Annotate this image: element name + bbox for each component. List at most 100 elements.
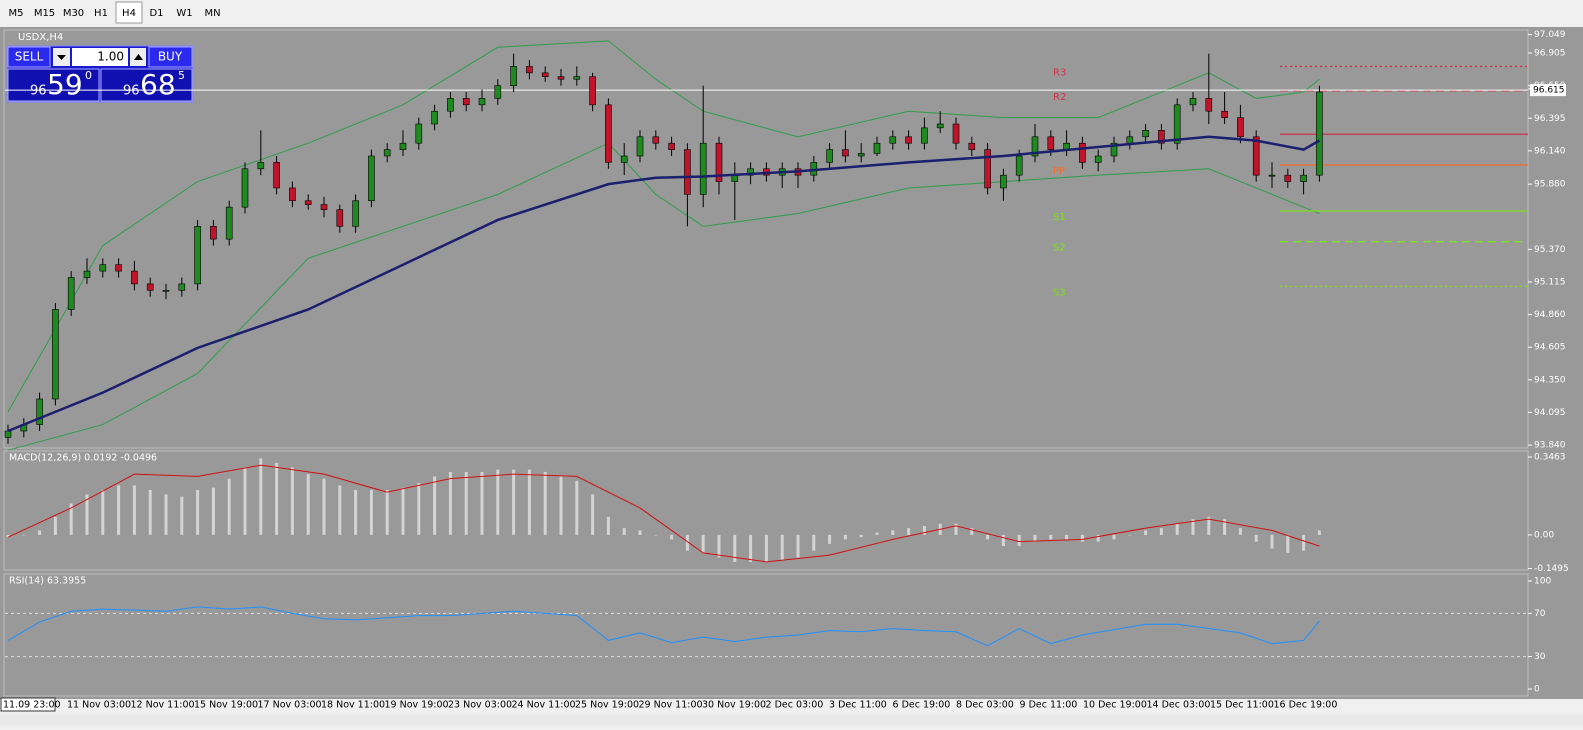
bid-small: 0 <box>85 69 92 82</box>
candle-body <box>225 206 233 240</box>
timeframe-label[interactable]: W1 <box>176 8 192 19</box>
histogram-bar <box>38 530 42 535</box>
histogram-bar <box>1112 534 1116 540</box>
lots-value[interactable]: 1.00 <box>97 50 124 64</box>
candle-body <box>146 283 154 291</box>
y-tick-label: 94.605 <box>1534 343 1566 353</box>
histogram-bar <box>401 487 405 535</box>
histogram-bar <box>828 534 832 544</box>
timeframe-button[interactable] <box>60 2 87 23</box>
bid-main: 59 <box>47 68 83 101</box>
candle-body <box>1189 98 1197 106</box>
y-tick-label: 30 <box>1534 652 1546 662</box>
buy-label[interactable]: BUY <box>158 50 183 64</box>
timeframe-label[interactable]: H4 <box>122 8 136 19</box>
time-box <box>0 697 56 712</box>
time-label: 29 Nov 11:00 <box>639 700 703 711</box>
candle-body <box>368 155 375 202</box>
ask-small: 5 <box>178 69 185 82</box>
timeframe-button[interactable] <box>144 2 169 23</box>
histogram-bar <box>749 534 753 562</box>
sell-button[interactable] <box>7 46 51 68</box>
timeframe-label[interactable]: M5 <box>9 8 24 19</box>
timeframe-label[interactable]: M30 <box>63 8 84 19</box>
timeframe-label[interactable]: MN <box>204 8 220 19</box>
timeframe-button[interactable] <box>115 1 143 24</box>
candle-body <box>447 98 454 112</box>
time-label: 8 Dec 03:00 <box>956 700 1014 711</box>
candle-body <box>383 149 391 157</box>
time-label: 25 Nov 19:00 <box>575 700 639 711</box>
timeframe-button[interactable] <box>89 2 113 23</box>
timeframe-label[interactable]: M15 <box>34 8 55 19</box>
histogram-bar <box>53 516 57 535</box>
time-label: 23 Nov 03:00 <box>448 700 512 711</box>
time-label: 19 Nov 19:00 <box>385 700 449 711</box>
candle-body <box>115 264 122 272</box>
pivot-label: PP <box>1053 166 1065 177</box>
candle-body <box>1142 130 1149 138</box>
histogram-bar <box>1302 534 1306 551</box>
y-tick-label: 96.395 <box>1534 114 1566 124</box>
bid-big: 96 <box>30 84 47 99</box>
candle-body <box>4 430 12 438</box>
price-label: 96.615 <box>1533 86 1565 96</box>
timeframe-label[interactable]: H1 <box>94 8 108 19</box>
histogram-bar <box>496 469 500 535</box>
histogram-bar <box>290 467 294 535</box>
bid-box[interactable] <box>7 68 100 102</box>
candle-body <box>99 264 107 272</box>
histogram-bar <box>1254 534 1258 542</box>
candle-body <box>620 155 628 163</box>
timeframe-label[interactable]: D1 <box>149 8 163 19</box>
candle-body <box>1284 174 1292 182</box>
pivot-label: R2 <box>1053 92 1066 103</box>
candle-body <box>1015 155 1023 176</box>
histogram-bar <box>1096 534 1100 542</box>
histogram-bar <box>1033 534 1037 542</box>
candle-body <box>273 162 280 189</box>
histogram-bar <box>196 489 200 535</box>
candle-body <box>352 200 359 227</box>
candle-body <box>952 123 960 144</box>
candle-body <box>1316 91 1323 176</box>
histogram-bar <box>338 485 342 535</box>
signal-line <box>7 464 1320 563</box>
time-label: 11 Nov 03:00 <box>67 700 131 711</box>
time-label: 24 Nov 11:00 <box>512 700 576 711</box>
candle-body <box>210 226 217 240</box>
moving-average <box>7 135 1321 433</box>
candle-body <box>52 309 59 400</box>
histogram-bar <box>796 534 800 558</box>
time-label: 3 Dec 11:00 <box>829 700 887 711</box>
histogram-bar <box>780 534 784 560</box>
histogram-bar <box>1080 534 1084 542</box>
timeframe-button[interactable] <box>3 2 29 23</box>
histogram-bar <box>654 534 658 536</box>
candle-body <box>1237 117 1244 138</box>
candle-body <box>1079 142 1086 163</box>
histogram-bar <box>1191 519 1195 535</box>
timeframe-button[interactable] <box>172 2 197 23</box>
lots-input[interactable] <box>72 48 128 66</box>
time-label: 12 Nov 11:00 <box>131 700 195 711</box>
candle-body <box>1268 174 1276 177</box>
ask-box[interactable] <box>100 68 193 102</box>
histogram-bar <box>907 528 911 535</box>
pivot-label: R3 <box>1053 67 1066 78</box>
histogram-bar <box>606 516 610 535</box>
buy-button[interactable] <box>148 46 193 68</box>
candle-body <box>399 142 407 150</box>
ask-main: 68 <box>140 68 176 101</box>
histogram-bar <box>891 530 895 535</box>
candle-body <box>715 142 723 182</box>
histogram-bar <box>1159 528 1163 535</box>
y-tick-label: 93.840 <box>1534 441 1566 451</box>
y-tick-label: 97.049 <box>1534 30 1566 40</box>
pivot-label: S2 <box>1053 243 1066 254</box>
sell-label[interactable]: SELL <box>15 50 44 64</box>
histogram-bar <box>101 489 105 535</box>
timeframe-button[interactable] <box>31 2 58 23</box>
histogram-bar <box>417 483 421 535</box>
timeframe-button[interactable] <box>199 2 226 23</box>
